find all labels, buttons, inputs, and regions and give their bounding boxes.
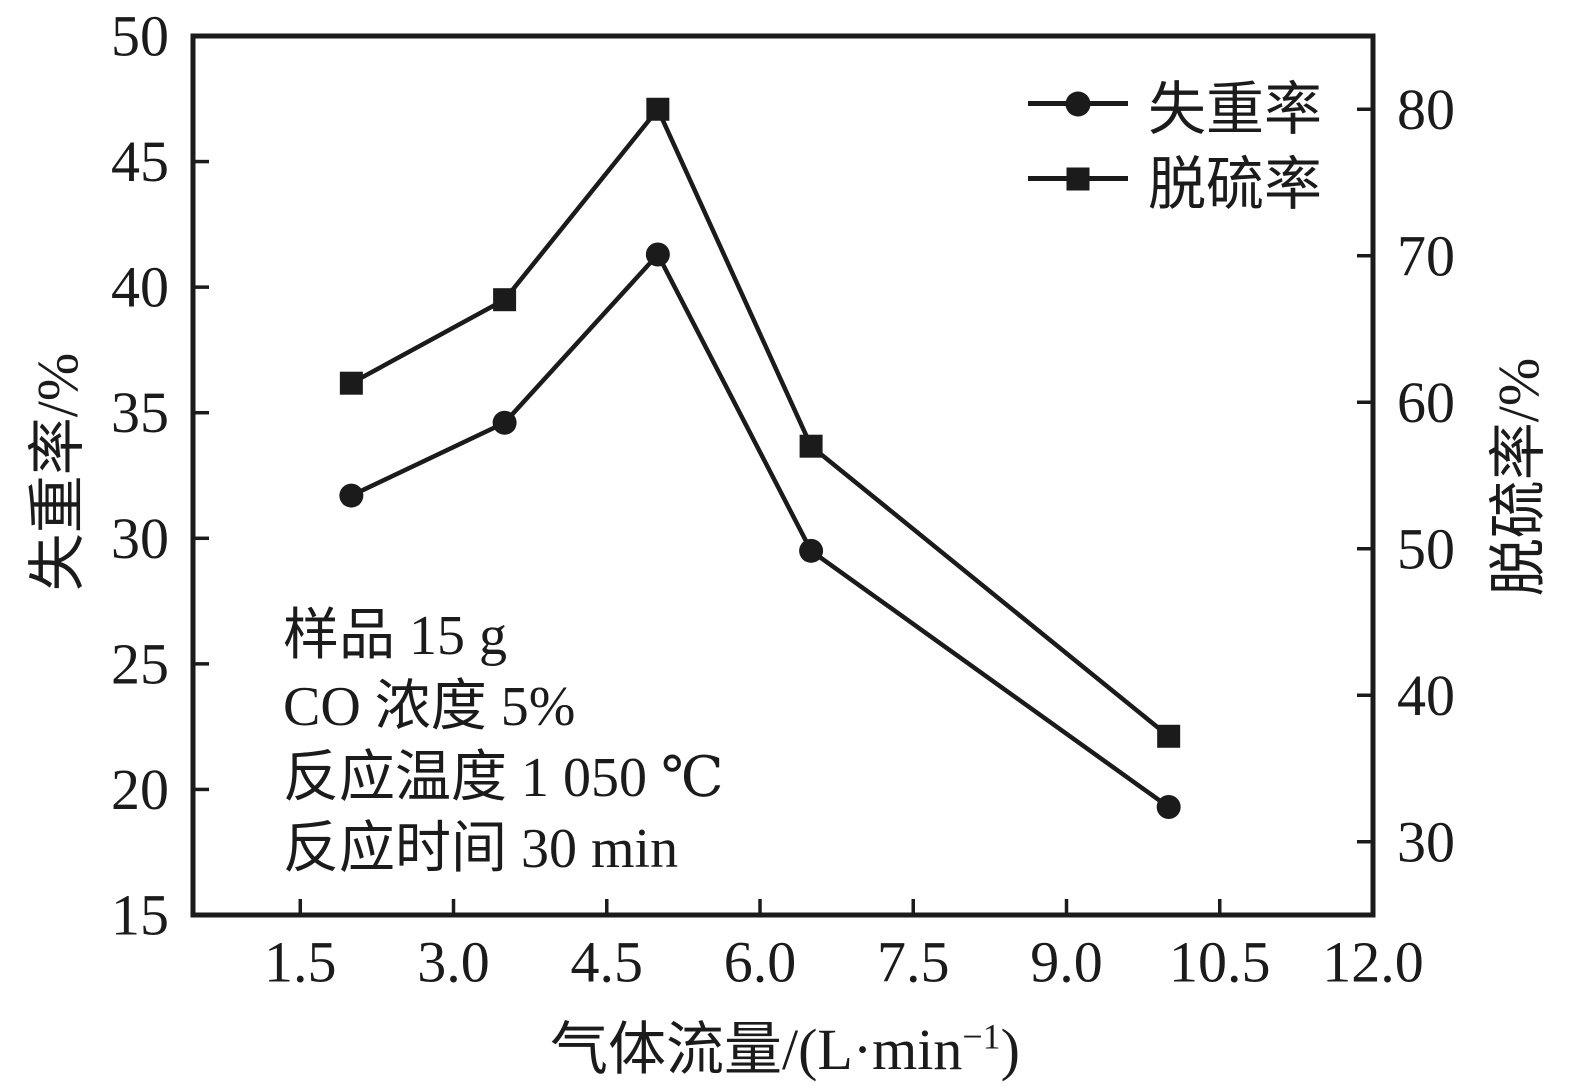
data-point-square xyxy=(646,97,670,121)
data-point-circle xyxy=(799,538,824,563)
data-point-square xyxy=(1157,724,1181,748)
legend-item: 脱硫率 xyxy=(1028,141,1322,217)
x-axis-title-close: ) xyxy=(1000,1017,1020,1082)
x-tick-label: 6.0 xyxy=(724,930,797,995)
y-left-tick-label: 30 xyxy=(111,506,169,571)
y-left-tick-label: 35 xyxy=(111,380,169,445)
y-left-tick-label: 15 xyxy=(111,883,169,948)
y-left-tick-label: 25 xyxy=(111,631,169,696)
legend-label: 失重率 xyxy=(1148,76,1323,142)
circle-marker-icon xyxy=(1065,91,1091,116)
annotation-line: 反应时间 30 min xyxy=(283,818,679,880)
x-tick-label: 4.5 xyxy=(571,930,644,995)
y-right-tick-label: 50 xyxy=(1397,516,1455,581)
right-axis-title: 脱硫率/% xyxy=(1486,357,1551,597)
y-right-tick-label: 70 xyxy=(1397,223,1455,288)
y-right-tick-label: 80 xyxy=(1397,77,1455,142)
legend-sample-line xyxy=(1028,167,1128,190)
x-tick-label: 7.5 xyxy=(877,930,950,995)
x-axis-title-text: 气体流量/(L·min xyxy=(550,1017,963,1082)
square-marker-icon xyxy=(1066,167,1090,190)
x-axis-title-superscript: −1 xyxy=(962,1016,1001,1057)
legend-sample-line xyxy=(1028,91,1128,116)
y-left-tick-label: 20 xyxy=(111,757,169,822)
y-right-tick-label: 40 xyxy=(1397,663,1455,728)
y-right-tick-label: 30 xyxy=(1397,809,1455,874)
legend-label: 脱硫率 xyxy=(1148,151,1323,217)
y-left-tick-label: 45 xyxy=(111,129,169,194)
y-right-tick-label: 60 xyxy=(1397,370,1455,435)
data-point-square xyxy=(493,288,517,312)
annotation-block: 样品 15 g CO 浓度 5% 反应温度 1 050 ℃ 反应时间 30 min xyxy=(283,601,724,885)
y-left-tick-label: 40 xyxy=(111,255,169,320)
x-axis-title: 气体流量/(L·min−1) xyxy=(550,1002,1020,1086)
data-point-circle xyxy=(1156,795,1181,820)
data-point-circle xyxy=(645,242,670,267)
x-tick-label: 12.0 xyxy=(1322,930,1424,995)
data-point-circle xyxy=(339,483,364,508)
legend-item: 失重率 xyxy=(1028,66,1322,142)
annotation-line: 样品 15 g xyxy=(283,605,507,667)
x-tick-label: 10.5 xyxy=(1169,930,1271,995)
y-left-tick-label: 50 xyxy=(111,4,169,69)
data-point-square xyxy=(799,434,823,458)
left-axis-title: 失重率/% xyxy=(25,352,90,592)
data-point-square xyxy=(339,371,363,395)
data-point-circle xyxy=(492,410,517,435)
annotation-line: CO 浓度 5% xyxy=(283,676,576,738)
x-tick-label: 9.0 xyxy=(1030,930,1103,995)
x-tick-label: 1.5 xyxy=(264,930,337,995)
x-tick-label: 3.0 xyxy=(417,930,490,995)
plot-border xyxy=(190,33,1376,918)
annotation-line: 反应温度 1 050 ℃ xyxy=(283,747,724,809)
legend: 失重率 脱硫率 xyxy=(1028,66,1322,217)
